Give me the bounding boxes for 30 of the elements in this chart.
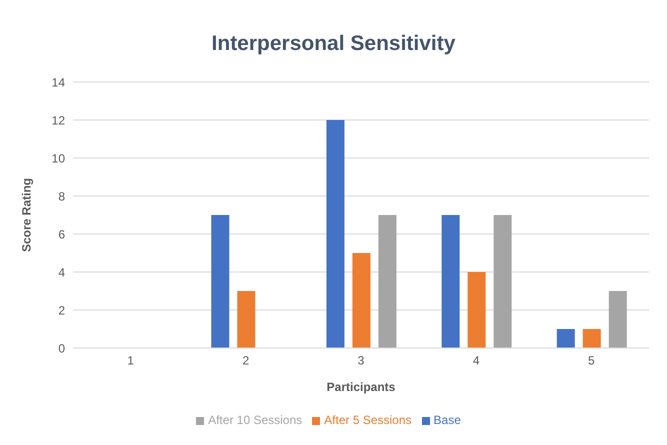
bar bbox=[352, 253, 370, 348]
x-tick-label: 1 bbox=[127, 354, 134, 368]
legend-label: After 5 Sessions bbox=[324, 413, 412, 427]
legend-label: Base bbox=[434, 413, 461, 427]
y-axis-title: Score Rating bbox=[19, 178, 34, 252]
y-tick-label: 8 bbox=[58, 189, 66, 204]
bar bbox=[468, 272, 486, 348]
x-tick-label: 2 bbox=[242, 354, 250, 368]
chart-title: Interpersonal Sensitivity bbox=[210, 31, 456, 57]
x-tick-label: 3 bbox=[358, 354, 365, 368]
bar bbox=[378, 215, 396, 348]
bar bbox=[442, 215, 460, 348]
bar bbox=[556, 329, 575, 348]
x-tick-label: 4 bbox=[472, 354, 480, 368]
y-tick-label: 14 bbox=[52, 75, 66, 90]
y-tick-label: 0 bbox=[58, 341, 66, 356]
bar bbox=[608, 291, 627, 348]
x-axis-title: Participants bbox=[326, 380, 396, 394]
x-tick-label: 5 bbox=[588, 354, 596, 368]
y-tick-label: 4 bbox=[58, 265, 66, 280]
y-tick-label: 10 bbox=[52, 151, 66, 166]
bar bbox=[582, 329, 601, 348]
bar bbox=[494, 215, 512, 348]
bar bbox=[211, 215, 230, 348]
y-tick-label: 2 bbox=[58, 303, 66, 318]
y-tick-label: 12 bbox=[52, 113, 66, 128]
bar bbox=[237, 291, 256, 348]
legend-label: After 10 Sessions bbox=[208, 413, 302, 427]
y-tick-label: 6 bbox=[58, 227, 66, 242]
bar bbox=[326, 120, 344, 348]
